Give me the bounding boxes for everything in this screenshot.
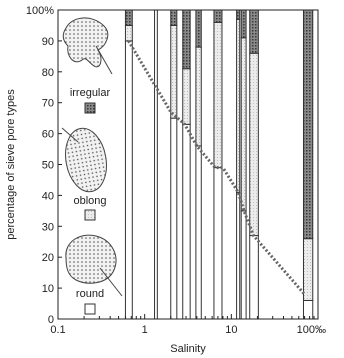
y-tick-label: 40 [42, 190, 54, 202]
bar-1-oblong-segment [124, 24, 133, 42]
bar-6-round-segment [213, 167, 223, 320]
y-tick-label: 60 [42, 129, 54, 141]
bar-7-oblong-segment [236, 18, 241, 193]
legend-label-oblong: oblong [73, 195, 106, 207]
x-tick-label: 0.1 [50, 324, 65, 336]
y-axis-title: percentage of sieve pore types [5, 89, 17, 240]
bar-8-round-segment [240, 210, 247, 320]
bar-2-round-segment [154, 9, 158, 320]
axes: 0 10 20 30 40 50 60 70 80 90 100% 0.1 1 10 100‰ Salinit… [5, 5, 326, 355]
x-axis-title: Salinity [170, 343, 206, 355]
bar-9-oblong-segment [249, 52, 259, 237]
x-tick-label: 1 [142, 324, 148, 336]
y-tick-label: 70 [42, 98, 54, 110]
round-pore-sketch [65, 234, 123, 297]
bar-6-oblong-segment [213, 21, 223, 169]
y-tick-label: 30 [42, 221, 54, 233]
bar-4-round-segment [182, 123, 191, 320]
legend: irregular oblong round [70, 87, 111, 315]
y-tick-label: 80 [42, 67, 54, 79]
bar-5-oblong-segment [195, 46, 202, 147]
trend-line-layer [127, 40, 306, 296]
bar-10-oblong-segment [302, 238, 314, 301]
y-tick-label: 20 [42, 252, 54, 264]
oblong-pore-sketch [61, 127, 107, 193]
bar-3-oblong-segment [170, 24, 178, 119]
bar-3-irregular-segment [170, 9, 178, 26]
bar-5-round-segment [195, 145, 202, 320]
bar-8-oblong-segment [240, 37, 247, 212]
bar-4-irregular-segment [182, 9, 191, 70]
irregular-pore-sketch [62, 17, 113, 75]
y-tick-label: 10 [42, 283, 54, 295]
bar-3-round-segment [170, 117, 178, 320]
y-tick-label: 0 [48, 314, 54, 326]
bar-8-irregular-segment [240, 9, 247, 39]
bar-7-round-segment [236, 191, 241, 320]
legend-swatch-round [84, 303, 96, 315]
x-tick-label: 10 [225, 324, 237, 336]
bar-4-oblong-segment [182, 68, 191, 125]
y-tick-label: 100% [26, 5, 54, 17]
bar-6-irregular-segment [213, 9, 223, 23]
bar-9-irregular-segment [249, 9, 259, 54]
bar-5-irregular-segment [195, 9, 202, 48]
bar-10-irregular-segment [302, 9, 314, 240]
x-tick-label: 100‰ [297, 324, 326, 336]
trend-line [127, 40, 306, 296]
legend-swatch-irregular [84, 102, 96, 114]
bar-1-irregular-segment [124, 9, 133, 26]
legend-label-irregular: irregular [70, 87, 111, 99]
bar-9-round-segment [249, 235, 259, 320]
legend-label-round: round [76, 288, 104, 300]
y-tick-label: 90 [42, 36, 54, 48]
legend-swatch-oblong [84, 209, 96, 221]
bar-7-irregular-segment [236, 9, 241, 20]
bar-1-round-segment [124, 40, 133, 320]
y-tick-label: 50 [42, 160, 54, 172]
